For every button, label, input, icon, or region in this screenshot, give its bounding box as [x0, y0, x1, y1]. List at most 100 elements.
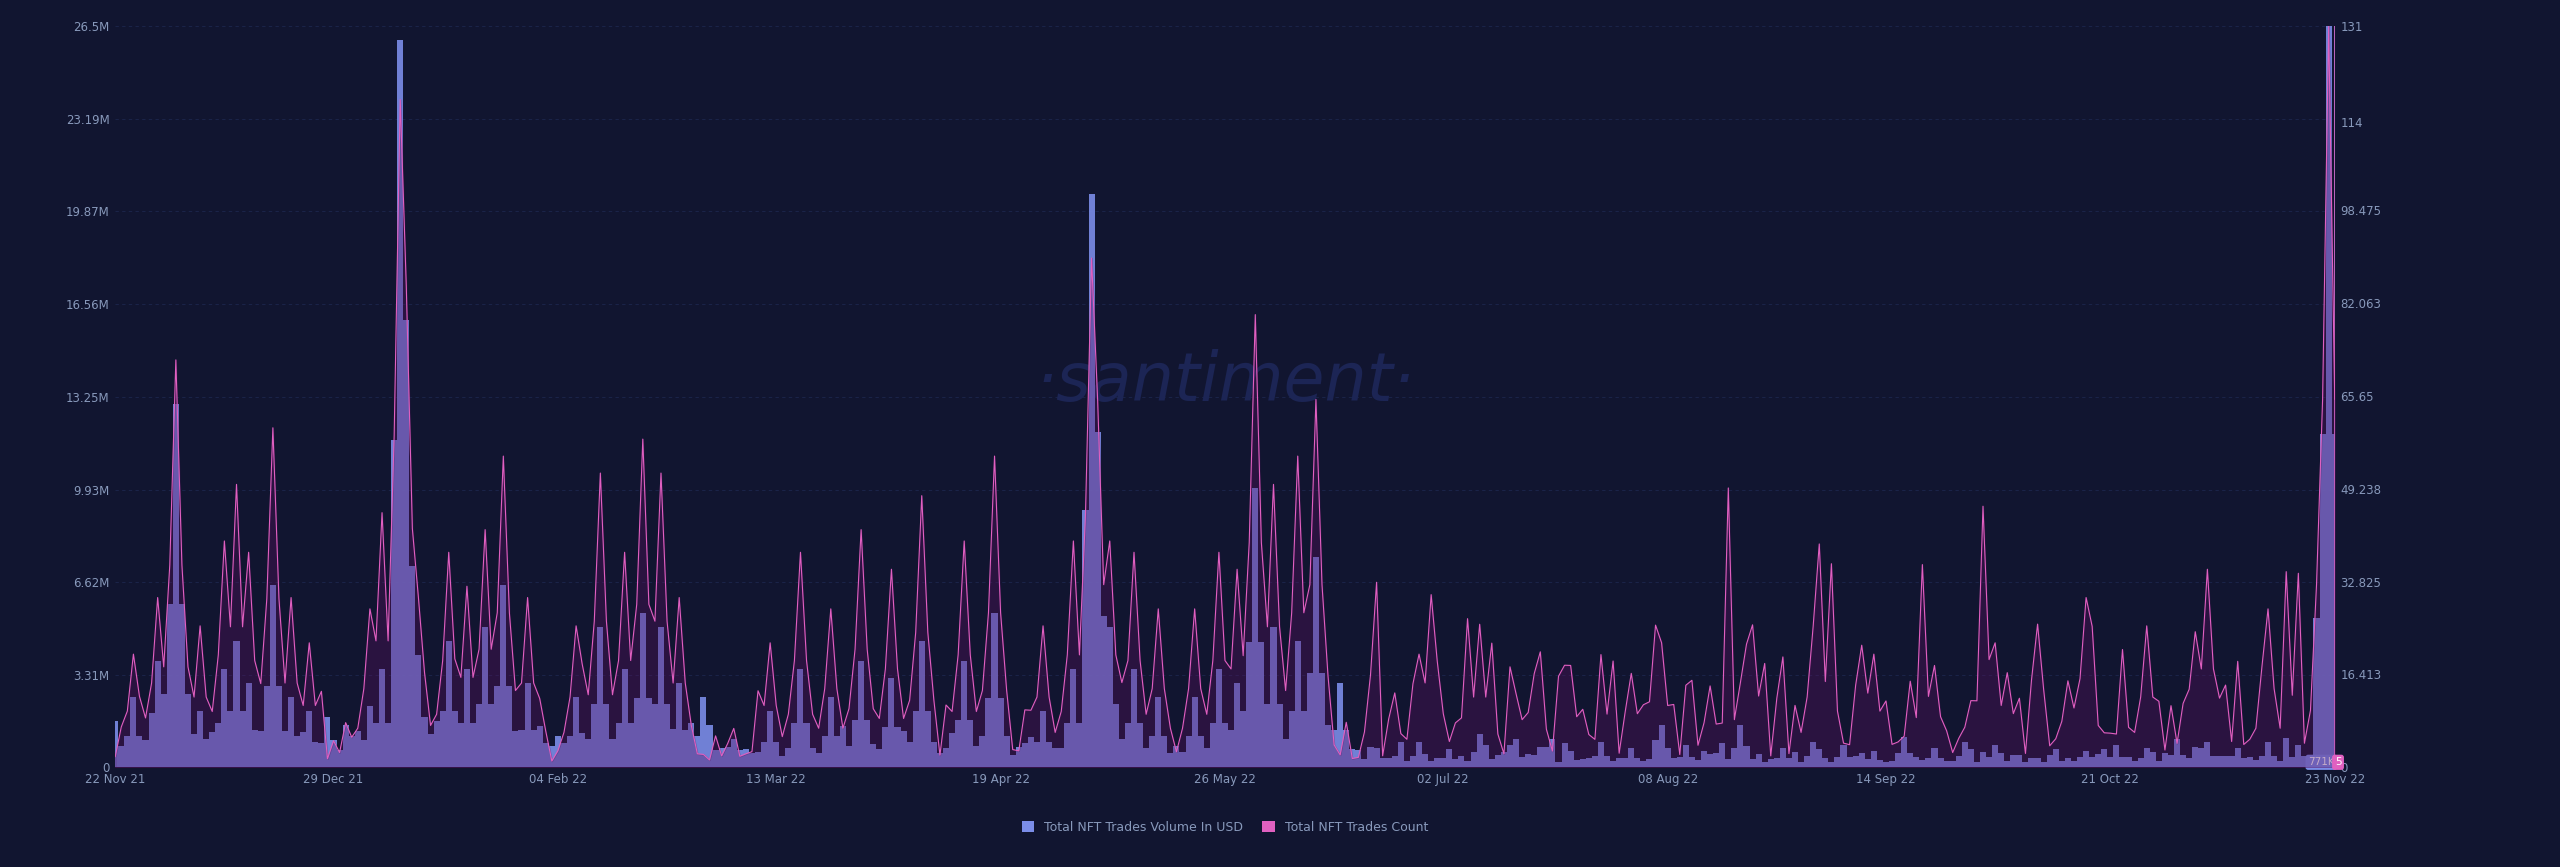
- Bar: [893, 727, 901, 767]
- Bar: [1585, 759, 1592, 767]
- Bar: [1562, 743, 1567, 767]
- Bar: [282, 731, 289, 767]
- Bar: [1508, 745, 1513, 767]
- Bar: [2284, 738, 2289, 767]
- Bar: [494, 686, 499, 767]
- Bar: [428, 734, 433, 767]
- Bar: [1167, 753, 1172, 767]
- Bar: [2235, 747, 2240, 767]
- Bar: [2168, 755, 2173, 767]
- Bar: [1853, 756, 1859, 767]
- Bar: [1526, 753, 1531, 767]
- Bar: [1318, 673, 1326, 767]
- Bar: [1034, 742, 1039, 767]
- Bar: [374, 723, 379, 767]
- Bar: [1549, 739, 1556, 767]
- Bar: [1841, 745, 1846, 767]
- Bar: [1956, 756, 1961, 767]
- Bar: [1690, 757, 1695, 767]
- Bar: [154, 661, 161, 767]
- Bar: [1961, 742, 1969, 767]
- Bar: [635, 698, 640, 767]
- Bar: [914, 711, 919, 767]
- Bar: [1252, 487, 1260, 767]
- Bar: [463, 669, 471, 767]
- Bar: [1992, 745, 1999, 767]
- Bar: [1912, 757, 1920, 767]
- Bar: [312, 742, 317, 767]
- Bar: [778, 755, 786, 767]
- Bar: [1810, 742, 1815, 767]
- Bar: [210, 732, 215, 767]
- Bar: [2102, 749, 2107, 767]
- Bar: [986, 698, 991, 767]
- Bar: [1057, 747, 1065, 767]
- Bar: [525, 683, 530, 767]
- Bar: [942, 747, 950, 767]
- Bar: [1362, 759, 1367, 767]
- Bar: [2266, 742, 2271, 767]
- Bar: [2084, 751, 2089, 767]
- Bar: [796, 669, 804, 767]
- Bar: [955, 720, 960, 767]
- Bar: [586, 739, 591, 767]
- Bar: [1088, 194, 1096, 767]
- Bar: [1605, 756, 1610, 767]
- Bar: [1277, 705, 1283, 767]
- Bar: [1398, 742, 1403, 767]
- Bar: [1300, 711, 1306, 767]
- Bar: [361, 740, 366, 767]
- Bar: [1265, 705, 1270, 767]
- Bar: [1221, 723, 1229, 767]
- Bar: [1441, 758, 1446, 767]
- Bar: [1876, 759, 1884, 767]
- Bar: [174, 404, 179, 767]
- Bar: [1162, 736, 1167, 767]
- Bar: [1185, 736, 1190, 767]
- Bar: [1016, 747, 1021, 767]
- Bar: [451, 711, 458, 767]
- Bar: [330, 740, 335, 767]
- Bar: [998, 698, 1004, 767]
- Bar: [1385, 758, 1393, 767]
- Bar: [1464, 760, 1469, 767]
- Bar: [858, 661, 865, 767]
- Bar: [2276, 761, 2284, 767]
- Bar: [1021, 743, 1029, 767]
- Bar: [2217, 756, 2222, 767]
- Bar: [2028, 758, 2035, 767]
- Bar: [840, 726, 845, 767]
- Bar: [1247, 642, 1252, 767]
- Bar: [556, 736, 561, 767]
- Bar: [1951, 761, 1956, 767]
- Bar: [507, 686, 512, 767]
- Bar: [1349, 749, 1354, 767]
- Bar: [701, 697, 707, 767]
- Bar: [1641, 761, 1646, 767]
- Bar: [1792, 752, 1797, 767]
- Bar: [1682, 745, 1690, 767]
- Bar: [113, 720, 118, 767]
- Bar: [640, 614, 645, 767]
- Bar: [1411, 756, 1416, 767]
- Bar: [804, 723, 809, 767]
- Bar: [579, 733, 586, 767]
- Bar: [835, 736, 840, 767]
- Bar: [2107, 757, 2115, 767]
- Bar: [906, 742, 914, 767]
- Bar: [1029, 737, 1034, 767]
- Bar: [1144, 747, 1149, 767]
- Bar: [1070, 669, 1075, 767]
- Bar: [125, 736, 131, 767]
- Bar: [1375, 747, 1380, 767]
- Bar: [512, 731, 520, 767]
- Bar: [760, 742, 768, 767]
- Bar: [1597, 742, 1605, 767]
- Bar: [937, 753, 942, 767]
- Bar: [246, 683, 251, 767]
- Bar: [1326, 725, 1331, 767]
- Bar: [184, 694, 192, 767]
- Bar: [730, 740, 737, 767]
- Bar: [1421, 754, 1428, 767]
- Bar: [755, 753, 760, 767]
